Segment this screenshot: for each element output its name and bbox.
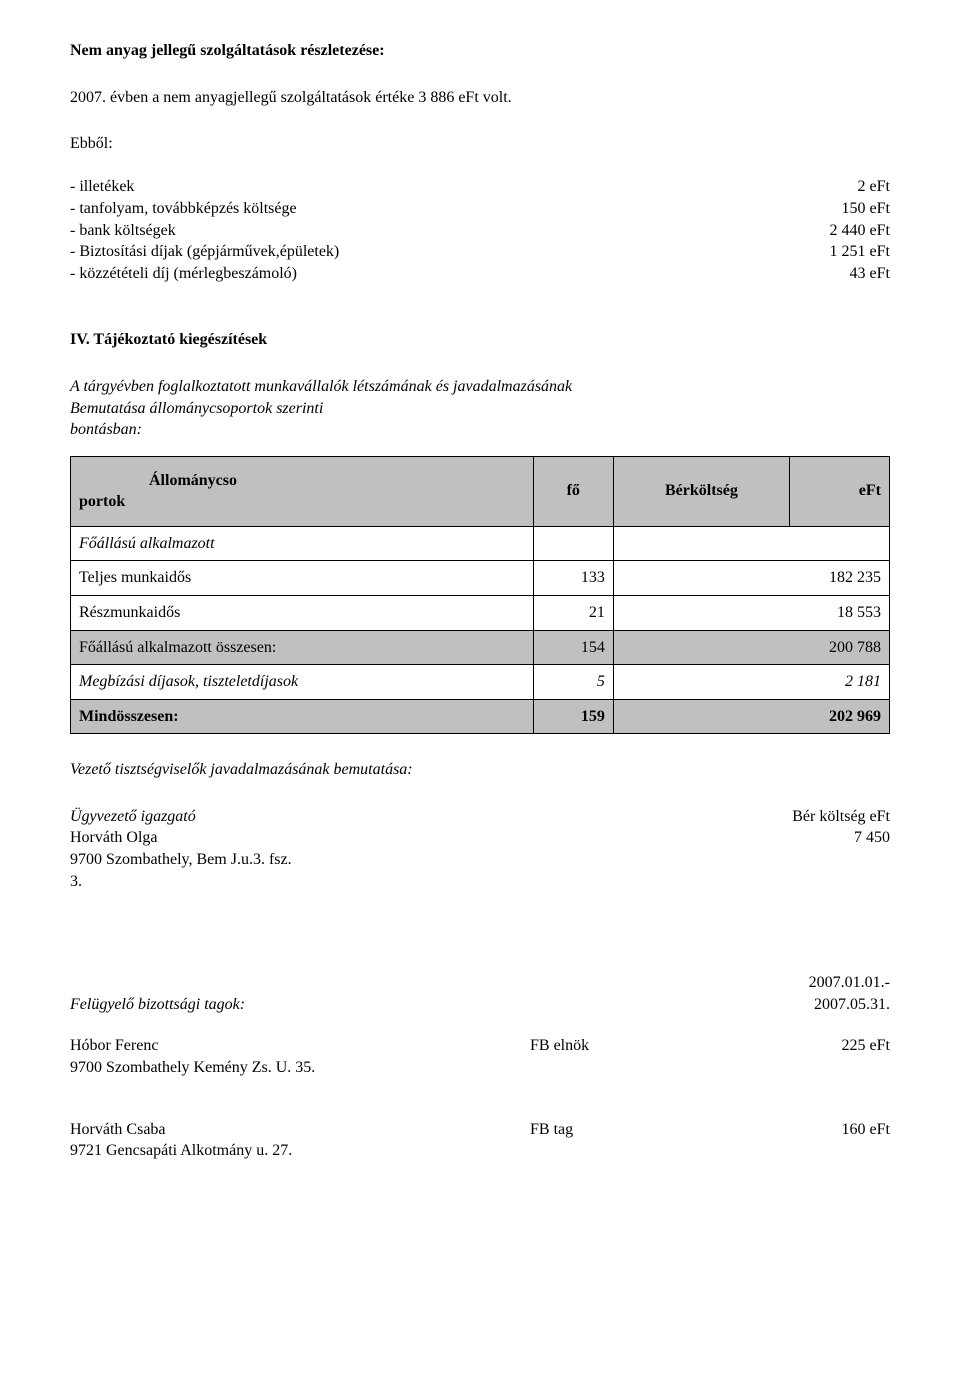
member-name: Hóbor Ferenc bbox=[70, 1035, 530, 1057]
section1-lead: Ebből: bbox=[70, 133, 890, 155]
table-header-row: Állománycso portok fő Bérköltség eFt bbox=[71, 456, 890, 526]
list-item-label: - tanfolyam, továbbképzés költsége bbox=[70, 198, 750, 220]
ugyvezeto-addr1: 9700 Szombathely, Bem J.u.3. fsz. bbox=[70, 849, 890, 871]
ugyvezeto-addr2: 3. bbox=[70, 871, 890, 893]
member-role: FB elnök bbox=[530, 1035, 750, 1057]
member-block: Hóbor Ferenc FB elnök 225 eFt 9700 Szomb… bbox=[70, 1035, 890, 1078]
list-item: - illetékek 2 eFt bbox=[70, 176, 890, 198]
list-item-label: - Biztosítási díjak (gépjárművek,épülete… bbox=[70, 241, 750, 263]
ugyvezeto-block: Ügyvezető igazgató Bér költség eFt Horvá… bbox=[70, 806, 890, 892]
table-row: Mindösszesen: 159 202 969 bbox=[71, 699, 890, 734]
th-line2: portok bbox=[79, 493, 125, 510]
member-block: Horváth Csaba FB tag 160 eFt 9721 Gencsa… bbox=[70, 1119, 890, 1162]
list-item: - tanfolyam, továbbképzés költsége 150 e… bbox=[70, 198, 890, 220]
ugyvezeto-name: Horváth Olga bbox=[70, 827, 854, 849]
list-item-value: 1 251 eFt bbox=[750, 241, 890, 263]
member-addr: 9721 Gencsapáti Alkotmány u. 27. bbox=[70, 1140, 890, 1162]
table-row: Főállású alkalmazott bbox=[71, 526, 890, 561]
table-row: Főállású alkalmazott összesen: 154 200 7… bbox=[71, 630, 890, 665]
list-item-label: - közzétételi díj (mérlegbeszámoló) bbox=[70, 263, 750, 285]
ugyvezeto-right: Bér költség eFt bbox=[792, 806, 890, 828]
table-row: Részmunkaidős 21 18 553 bbox=[71, 595, 890, 630]
th-line1: Állománycso bbox=[149, 472, 237, 489]
table-row: Megbízási díjasok, tiszteletdíjasok 5 2 … bbox=[71, 665, 890, 700]
cell-c2: 5 bbox=[533, 665, 613, 700]
cell-label: Teljes munkaidős bbox=[71, 561, 534, 596]
member-amount: 225 eFt bbox=[750, 1035, 890, 1057]
list-item: - Biztosítási díjak (gépjárművek,épülete… bbox=[70, 241, 890, 263]
list-item-label: - illetékek bbox=[70, 176, 750, 198]
section1-para: 2007. évben a nem anyagjellegű szolgálta… bbox=[70, 87, 890, 109]
cell-c2 bbox=[533, 526, 613, 561]
intro-line1: A tárgyévben foglalkoztatott munkavállal… bbox=[70, 378, 572, 395]
cell-label: Mindösszesen: bbox=[71, 699, 534, 734]
th-fo: fő bbox=[533, 456, 613, 526]
section1-title: Nem anyag jellegű szolgáltatások részlet… bbox=[70, 40, 890, 62]
list-item-value: 2 eFt bbox=[750, 176, 890, 198]
list-item: - közzétételi díj (mérlegbeszámoló) 43 e… bbox=[70, 263, 890, 285]
date2: 2007.05.31. bbox=[814, 994, 890, 1016]
felugyelo-block: 2007.01.01.- Felügyelő bizottsági tagok:… bbox=[70, 972, 890, 1015]
member-addr: 9700 Szombathely Kemény Zs. U. 35. bbox=[70, 1057, 890, 1079]
cell-label: Főállású alkalmazott bbox=[71, 526, 534, 561]
cell-label: Főállású alkalmazott összesen: bbox=[71, 630, 534, 665]
felugyelo-label: Felügyelő bizottsági tagok: bbox=[70, 994, 814, 1016]
list-item-value: 150 eFt bbox=[750, 198, 890, 220]
cell-c3: 202 969 bbox=[613, 699, 889, 734]
cell-c2: 21 bbox=[533, 595, 613, 630]
sub-title: Vezető tisztségviselők javadalmazásának … bbox=[70, 759, 890, 781]
cell-c2: 159 bbox=[533, 699, 613, 734]
cell-label: Megbízási díjasok, tiszteletdíjasok bbox=[71, 665, 534, 700]
cell-c2: 133 bbox=[533, 561, 613, 596]
ugyvezeto-amount: 7 450 bbox=[854, 827, 890, 849]
th-eft: eFt bbox=[790, 456, 890, 526]
cell-label: Részmunkaidős bbox=[71, 595, 534, 630]
cell-c3 bbox=[613, 526, 889, 561]
cell-c2: 154 bbox=[533, 630, 613, 665]
cell-c3: 182 235 bbox=[613, 561, 889, 596]
cell-c3: 18 553 bbox=[613, 595, 889, 630]
member-name: Horváth Csaba bbox=[70, 1119, 530, 1141]
list-item: - bank költségek 2 440 eFt bbox=[70, 220, 890, 242]
member-amount: 160 eFt bbox=[750, 1119, 890, 1141]
staff-table: Állománycso portok fő Bérköltség eFt Főá… bbox=[70, 456, 890, 735]
th-ber: Bérköltség bbox=[613, 456, 789, 526]
section2-heading: IV. Tájékoztató kiegészítések bbox=[70, 329, 890, 351]
table-intro: A tárgyévben foglalkoztatott munkavállal… bbox=[70, 376, 890, 441]
blank-line bbox=[70, 155, 890, 177]
intro-line3: bontásban: bbox=[70, 421, 142, 438]
cell-c3: 200 788 bbox=[613, 630, 889, 665]
list-item-value: 43 eFt bbox=[750, 263, 890, 285]
th-allomany: Állománycso portok bbox=[71, 456, 534, 526]
list-item-value: 2 440 eFt bbox=[750, 220, 890, 242]
table-row: Teljes munkaidős 133 182 235 bbox=[71, 561, 890, 596]
ugyvezeto-role: Ügyvezető igazgató bbox=[70, 806, 792, 828]
intro-line2: Bemutatása állománycsoportok szerinti bbox=[70, 400, 323, 417]
fee-list: - illetékek 2 eFt - tanfolyam, továbbkép… bbox=[70, 176, 890, 284]
cell-c3: 2 181 bbox=[613, 665, 889, 700]
list-item-label: - bank költségek bbox=[70, 220, 750, 242]
member-role: FB tag bbox=[530, 1119, 750, 1141]
date1: 2007.01.01.- bbox=[809, 972, 890, 994]
